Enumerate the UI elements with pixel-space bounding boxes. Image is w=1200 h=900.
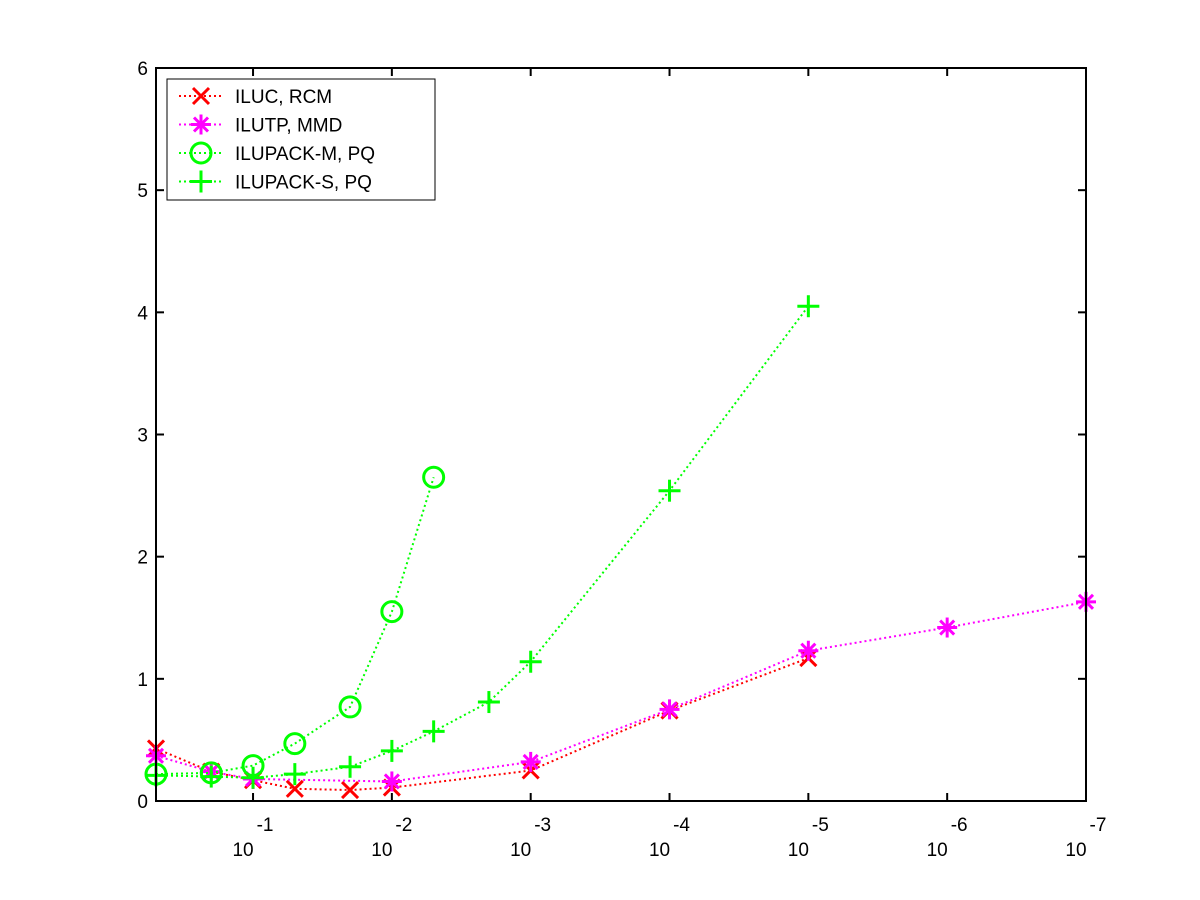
legend-label: ILUPACK-S, PQ — [235, 173, 372, 194]
legend-entry: ILUTP, MMD — [179, 114, 342, 137]
data-point — [477, 691, 500, 714]
y-tick-label: 5 — [137, 181, 148, 202]
data-point — [283, 763, 306, 786]
x-tick-label: 10-7 — [1065, 815, 1106, 861]
data-point — [283, 732, 307, 756]
series-line — [155, 600, 1087, 783]
data-point — [341, 780, 360, 800]
x-tick-exponent: -1 — [257, 815, 274, 836]
legend-label: ILUTP, MMD — [235, 116, 342, 137]
legend-label: ILUC, RCM — [235, 87, 332, 108]
y-tick-label: 6 — [137, 59, 148, 80]
data-point — [380, 600, 404, 624]
x-tick-exponent: -6 — [951, 815, 968, 836]
legend-box — [166, 78, 436, 201]
x-tick-labels: 10-110-210-310-410-510-610-7 — [232, 815, 1106, 861]
y-tick-label: 2 — [137, 548, 148, 569]
data-point — [937, 617, 958, 638]
x-tick-exponent: -3 — [534, 815, 551, 836]
x-tick-exponent: -5 — [812, 815, 829, 836]
legend-entry: ILUPACK-S, PQ — [179, 170, 372, 194]
data-point — [659, 699, 680, 720]
data-point — [200, 765, 223, 788]
legend-entry: ILUC, RCM — [179, 86, 332, 108]
x-tick-exponent: -4 — [673, 815, 690, 836]
data-point — [380, 739, 403, 762]
legend-marker — [191, 114, 211, 135]
x-tick-base: 10 — [649, 840, 670, 861]
data-point — [339, 755, 362, 778]
y-tick-label: 4 — [137, 303, 148, 324]
x-tick-base: 10 — [788, 840, 809, 861]
data-point — [422, 720, 445, 743]
x-tick-label: 10-5 — [788, 815, 829, 861]
legend-marker — [189, 141, 213, 165]
data-point — [797, 295, 820, 318]
data-point — [422, 465, 446, 489]
plot-frame — [155, 67, 1087, 802]
x-tick-base: 10 — [1065, 840, 1086, 861]
x-tick-base: 10 — [371, 840, 392, 861]
tick-marks — [156, 67, 1087, 802]
data-point — [285, 779, 304, 798]
x-tick-base: 10 — [232, 840, 253, 861]
x-tick-base: 10 — [510, 840, 531, 861]
legend-marker — [190, 170, 212, 193]
data-point — [798, 640, 819, 661]
x-tick-label: 10-6 — [927, 815, 968, 861]
x-tick-label: 10-3 — [510, 815, 551, 861]
data-point — [519, 650, 542, 673]
x-tick-label: 10-4 — [649, 815, 690, 861]
data-point — [658, 479, 681, 502]
x-tick-base: 10 — [927, 840, 948, 861]
legend-marker — [191, 86, 211, 106]
series-plus — [145, 295, 820, 789]
x-tick-exponent: -2 — [395, 815, 412, 836]
y-tick-labels: 0 1 2 3 4 5 6 — [137, 59, 148, 813]
y-tick-label: 1 — [137, 670, 148, 691]
x-tick-label: 10-2 — [371, 815, 412, 861]
legend: ILUC, RCM ILUTP, MMD ILUPACK-M, PQ ILUPACK-… — [166, 78, 436, 201]
data-point — [242, 766, 265, 789]
y-tick-label: 3 — [137, 426, 148, 447]
x-tick-label: 10-1 — [232, 815, 273, 861]
data-point — [381, 771, 402, 792]
y-tick-label: 0 — [137, 792, 148, 813]
legend-label: ILUPACK-M, PQ — [235, 144, 375, 165]
x-tick-exponent: -7 — [1090, 815, 1107, 836]
data-point — [338, 695, 362, 719]
data-point — [520, 751, 541, 772]
legend-entry: ILUPACK-M, PQ — [179, 141, 375, 165]
